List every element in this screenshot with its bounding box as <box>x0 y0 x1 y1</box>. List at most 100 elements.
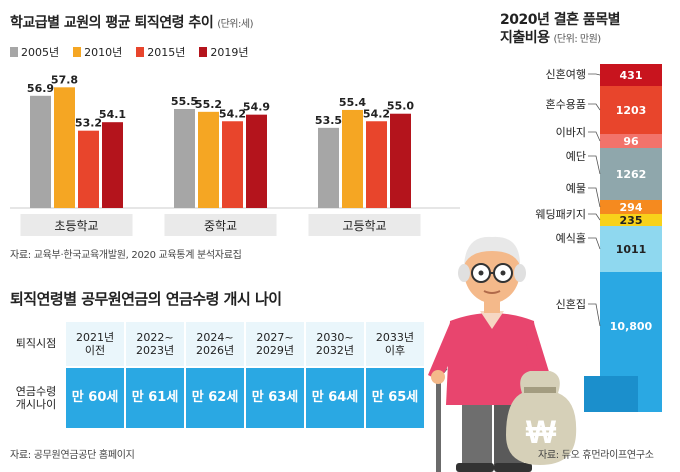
bar-value-label: 55.2 <box>195 98 222 111</box>
bar-고등학교-2005년 <box>318 127 339 208</box>
right-chart-unit: (단위: 만원) <box>553 33 602 45</box>
category-label-예물: 예물 <box>566 182 586 195</box>
age-cell-3: 만 63세 <box>246 368 304 428</box>
bar-value-label: 55.4 <box>339 96 366 109</box>
category-label-bg <box>308 214 421 236</box>
left-chart-source: 자료: 교육부·한국교육개발원, 2020 교육통계 분석자료집 <box>10 250 242 261</box>
segment-이바지 <box>600 134 662 148</box>
legend-item-2: 2015년 <box>136 44 185 60</box>
cane-icon <box>431 366 448 472</box>
bar-초등학교-2005년 <box>30 95 51 208</box>
left-chart-unit: (단위:세) <box>217 19 253 30</box>
bar-value-label: 57.8 <box>51 73 78 86</box>
legend-swatch <box>73 47 82 57</box>
bar-value-label: 55.5 <box>171 95 198 108</box>
won-symbol: ₩ <box>526 414 557 450</box>
bar-초등학교-2010년 <box>54 87 75 208</box>
retirement-bar-chart: 56.957.853.254.1초등학교55.555.254.254.9중학교5… <box>10 73 460 236</box>
money-bag-icon: ₩ <box>506 371 577 465</box>
segment-예식홀 <box>600 226 662 272</box>
bar-고등학교-2010년 <box>342 109 363 208</box>
age-row-header: 연금수령 개시나이 <box>15 384 57 411</box>
segment-value-label: 1203 <box>616 104 647 117</box>
pension-source: 자료: 공무원연금공단 홈페이지 <box>10 450 135 461</box>
segment-value-label: 96 <box>623 135 639 148</box>
period-cell-1: 2022~ 2023년 <box>126 322 185 366</box>
segment-예단 <box>600 148 662 200</box>
bar-중학교-2015년 <box>222 121 243 208</box>
age-cell-4: 만 64세 <box>306 368 364 428</box>
left-chart-title: 학교급별 교원의 평균 퇴직연령 추이 (단위:세) <box>10 12 253 32</box>
category-label-신혼여행: 신혼여행 <box>546 68 586 81</box>
bar-초등학교-2015년 <box>78 130 99 208</box>
leader-line <box>588 303 601 327</box>
age-cell-2: 만 62세 <box>186 368 245 428</box>
category-label-이바지: 이바지 <box>556 126 586 139</box>
elderly-man-illustration: ₩ <box>428 236 577 472</box>
period-cell-5: 2033년 이후 <box>365 322 424 366</box>
bar-value-label: 53.5 <box>315 114 342 127</box>
segment-value-label: 235 <box>620 214 643 227</box>
bar-초등학교-2019년 <box>102 122 123 208</box>
bar-value-label: 54.2 <box>219 107 246 120</box>
pension-table: 퇴직시점 2021년 이전 2022~ 2023년 2024~ 2026년 2027~… <box>8 322 424 428</box>
leader-line <box>588 103 601 111</box>
segment-신혼여행 <box>600 64 662 86</box>
right-chart-title: 2020년 결혼 품목별 지출비용 (단위: 만원) <box>500 12 621 47</box>
segment-웨딩패키지 <box>600 214 662 226</box>
legend-label: 2019년 <box>210 46 249 59</box>
left-chart-title-text: 학교급별 교원의 평균 퇴직연령 추이 <box>10 15 214 31</box>
legend-item-3: 2019년 <box>199 44 249 60</box>
bar-value-label: 55.0 <box>387 100 414 113</box>
category-label: 중학교 <box>204 219 237 233</box>
legend: 2005년 2010년 2015년 2019년 <box>10 44 249 60</box>
category-label-예식홀: 예식홀 <box>556 232 586 245</box>
period-row: 퇴직시점 2021년 이전 2022~ 2023년 2024~ 2026년 2027~… <box>8 322 424 366</box>
segment-fold <box>584 376 638 412</box>
period-cell-3: 2027~ 2029년 <box>246 322 304 366</box>
age-cell-1: 만 61세 <box>126 368 185 428</box>
period-row-header: 퇴직시점 <box>15 337 57 351</box>
segment-value-label: 1011 <box>616 243 647 256</box>
leader-line <box>588 131 601 142</box>
age-cell-0: 만 60세 <box>66 368 125 428</box>
bar-중학교-2010년 <box>198 111 219 208</box>
legend-item-0: 2005년 <box>10 44 59 60</box>
bar-중학교-2019년 <box>246 114 267 208</box>
category-label-웨딩패키지: 웨딩패키지 <box>535 208 586 221</box>
age-row: 연금수령 개시나이 만 60세 만 61세 만 62세 만 63세 만 64세 만 65세 <box>8 368 424 428</box>
leader-line <box>588 73 601 76</box>
bar-고등학교-2015년 <box>366 121 387 208</box>
segment-혼수용품 <box>600 86 662 134</box>
bar-value-label: 56.9 <box>27 82 54 95</box>
segment-value-label: 294 <box>620 201 643 214</box>
period-cell-0: 2021년 이전 <box>66 322 125 366</box>
category-label-bg <box>20 214 133 236</box>
right-chart-title-line1: 2020년 결혼 품목별 <box>500 12 621 28</box>
leader-line <box>588 155 601 175</box>
leader-line <box>588 237 601 250</box>
segment-value-label: 1262 <box>616 168 647 181</box>
right-chart-source: 자료: 듀오 휴먼라이프연구소 <box>538 450 654 461</box>
segment-value-label: 431 <box>620 69 643 82</box>
elderly-man-figure <box>428 236 551 472</box>
category-label-혼수용품: 혼수용품 <box>546 98 586 111</box>
category-label: 고등학교 <box>342 219 386 233</box>
category-label-신혼집: 신혼집 <box>556 298 586 311</box>
category-label-bg <box>164 214 277 236</box>
category-label-예단: 예단 <box>566 150 586 163</box>
period-cell-2: 2024~ 2026년 <box>186 322 245 366</box>
bar-value-label: 54.1 <box>99 108 126 121</box>
segment-value-label: 10,800 <box>610 320 653 333</box>
leader-line <box>588 213 601 221</box>
pension-title: 퇴직연령별 공무원연금의 연금수령 개시 나이 <box>10 290 282 308</box>
legend-label: 2010년 <box>84 46 123 59</box>
bar-value-label: 54.9 <box>243 101 270 114</box>
segment-신혼집 <box>600 272 662 380</box>
category-label: 초등학교 <box>54 219 98 233</box>
right-chart-title-line2: 지출비용 <box>500 29 550 46</box>
period-cell-4: 2030~ 2032년 <box>306 322 364 366</box>
legend-swatch <box>10 47 18 57</box>
segment-예물 <box>600 200 662 214</box>
